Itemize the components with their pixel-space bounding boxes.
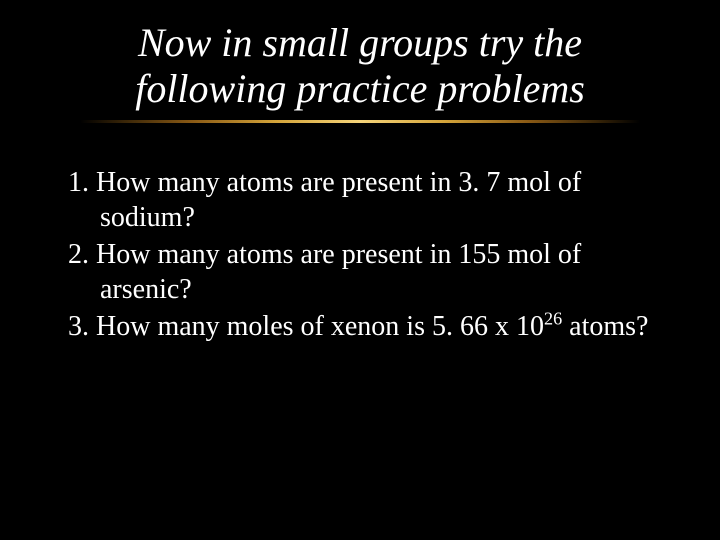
- item-text: How many atoms are present in 3. 7 mol o…: [96, 167, 581, 233]
- list-item: 3. How many moles of xenon is 5. 66 x 10…: [54, 309, 670, 344]
- slide-title: Now in small groups try the following pr…: [50, 20, 670, 112]
- item-number: 1.: [68, 167, 96, 198]
- item-number: 3.: [68, 311, 96, 342]
- title-line-1: Now in small groups try the: [138, 20, 582, 65]
- slide-container: Now in small groups try the following pr…: [0, 0, 720, 540]
- item-text: How many moles of xenon is 5. 66 x 10: [96, 311, 544, 342]
- list-item: 1. How many atoms are present in 3. 7 mo…: [54, 165, 670, 235]
- superscript: 26: [544, 309, 562, 329]
- item-text-after: atoms?: [562, 311, 648, 342]
- item-text: How many atoms are present in 155 mol of…: [96, 239, 581, 305]
- title-line-2: following practice problems: [135, 66, 585, 111]
- title-separator: [80, 120, 640, 123]
- item-number: 2.: [68, 239, 96, 270]
- slide-body: 1. How many atoms are present in 3. 7 mo…: [50, 165, 670, 344]
- list-item: 2. How many atoms are present in 155 mol…: [54, 237, 670, 307]
